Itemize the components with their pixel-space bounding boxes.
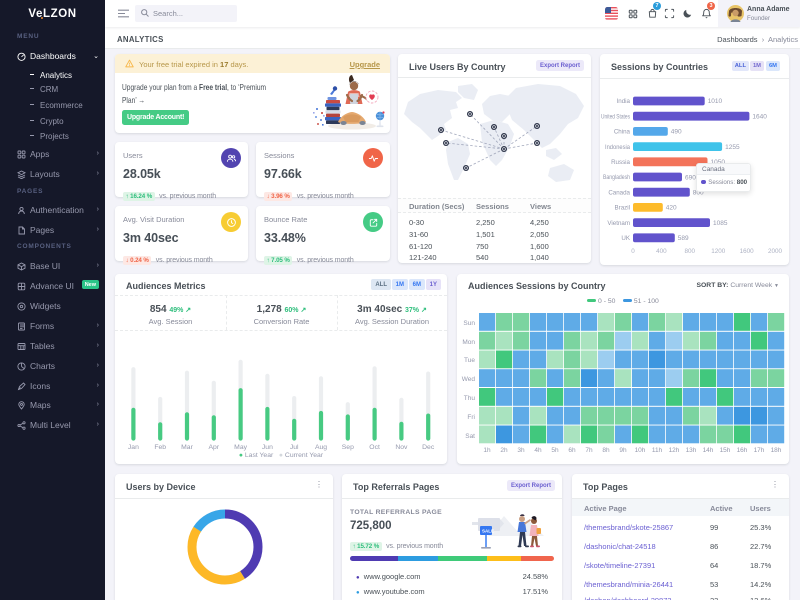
svg-text:17h: 17h bbox=[754, 447, 765, 454]
svg-text:0: 0 bbox=[631, 248, 635, 255]
svg-text:800: 800 bbox=[685, 248, 696, 255]
svg-text:Fri: Fri bbox=[467, 414, 475, 421]
svg-text:Tue: Tue bbox=[464, 357, 475, 364]
svg-text:Brazil: Brazil bbox=[615, 205, 630, 212]
svg-text:1255: 1255 bbox=[725, 144, 740, 151]
svg-text:Russia: Russia bbox=[611, 159, 630, 166]
svg-text:Wed: Wed bbox=[462, 376, 476, 383]
svg-text:Mar: Mar bbox=[181, 444, 193, 451]
svg-text:11h: 11h bbox=[652, 447, 663, 454]
svg-text:1050: 1050 bbox=[711, 159, 726, 166]
svg-text:589: 589 bbox=[678, 235, 689, 242]
svg-text:May: May bbox=[234, 444, 247, 451]
svg-text:6h: 6h bbox=[568, 447, 576, 454]
svg-text:1640: 1640 bbox=[752, 113, 767, 120]
svg-text:1010: 1010 bbox=[708, 98, 723, 105]
svg-text:Sun: Sun bbox=[463, 320, 475, 327]
svg-text:Jun: Jun bbox=[262, 444, 273, 451]
svg-text:Canada: Canada bbox=[608, 189, 630, 196]
svg-text:2h: 2h bbox=[500, 447, 508, 454]
svg-text:1h: 1h bbox=[483, 447, 491, 454]
svg-text:5h: 5h bbox=[551, 447, 559, 454]
svg-text:Aug: Aug bbox=[315, 444, 327, 451]
svg-text:United States: United States bbox=[601, 113, 630, 120]
svg-text:Nov: Nov bbox=[395, 444, 408, 451]
svg-text:Oct: Oct bbox=[369, 444, 380, 451]
svg-text:1200: 1200 bbox=[711, 248, 726, 255]
svg-text:Feb: Feb bbox=[154, 444, 166, 451]
svg-text:Indonesia: Indonesia bbox=[605, 144, 631, 151]
svg-text:UK: UK bbox=[621, 235, 630, 242]
svg-text:Jul: Jul bbox=[290, 444, 299, 451]
svg-text:12h: 12h bbox=[669, 447, 680, 454]
svg-text:4h: 4h bbox=[534, 447, 542, 454]
svg-text:800: 800 bbox=[693, 190, 704, 197]
svg-text:China: China bbox=[614, 129, 631, 136]
svg-text:India: India bbox=[617, 98, 631, 105]
svg-text:Dec: Dec bbox=[422, 444, 435, 451]
svg-text:400: 400 bbox=[656, 248, 667, 255]
svg-text:16h: 16h bbox=[737, 447, 748, 454]
svg-text:9h: 9h bbox=[619, 447, 627, 454]
svg-text:7h: 7h bbox=[585, 447, 593, 454]
svg-text:420: 420 bbox=[666, 205, 677, 212]
svg-text:Jan: Jan bbox=[128, 444, 139, 451]
svg-text:10h: 10h bbox=[635, 447, 646, 454]
svg-text:15h: 15h bbox=[720, 447, 731, 454]
svg-text:3h: 3h bbox=[517, 447, 525, 454]
svg-text:1600: 1600 bbox=[740, 248, 755, 255]
svg-text:13h: 13h bbox=[686, 447, 697, 454]
svg-text:8h: 8h bbox=[602, 447, 610, 454]
svg-text:18h: 18h bbox=[771, 447, 782, 454]
svg-text:Bangladesh: Bangladesh bbox=[603, 174, 630, 181]
svg-text:Thu: Thu bbox=[464, 395, 476, 402]
svg-text:Mon: Mon bbox=[462, 339, 475, 346]
svg-text:490: 490 bbox=[671, 129, 682, 136]
svg-text:Sep: Sep bbox=[342, 444, 354, 451]
svg-text:Vietnam: Vietnam bbox=[607, 220, 630, 227]
svg-text:1085: 1085 bbox=[713, 220, 728, 227]
svg-text:2000: 2000 bbox=[768, 248, 783, 255]
svg-text:SALE: SALE bbox=[482, 529, 494, 534]
svg-text:Sat: Sat bbox=[465, 433, 475, 440]
svg-text:690: 690 bbox=[685, 174, 696, 181]
svg-text:Apr: Apr bbox=[209, 444, 220, 451]
svg-text:14h: 14h bbox=[703, 447, 714, 454]
